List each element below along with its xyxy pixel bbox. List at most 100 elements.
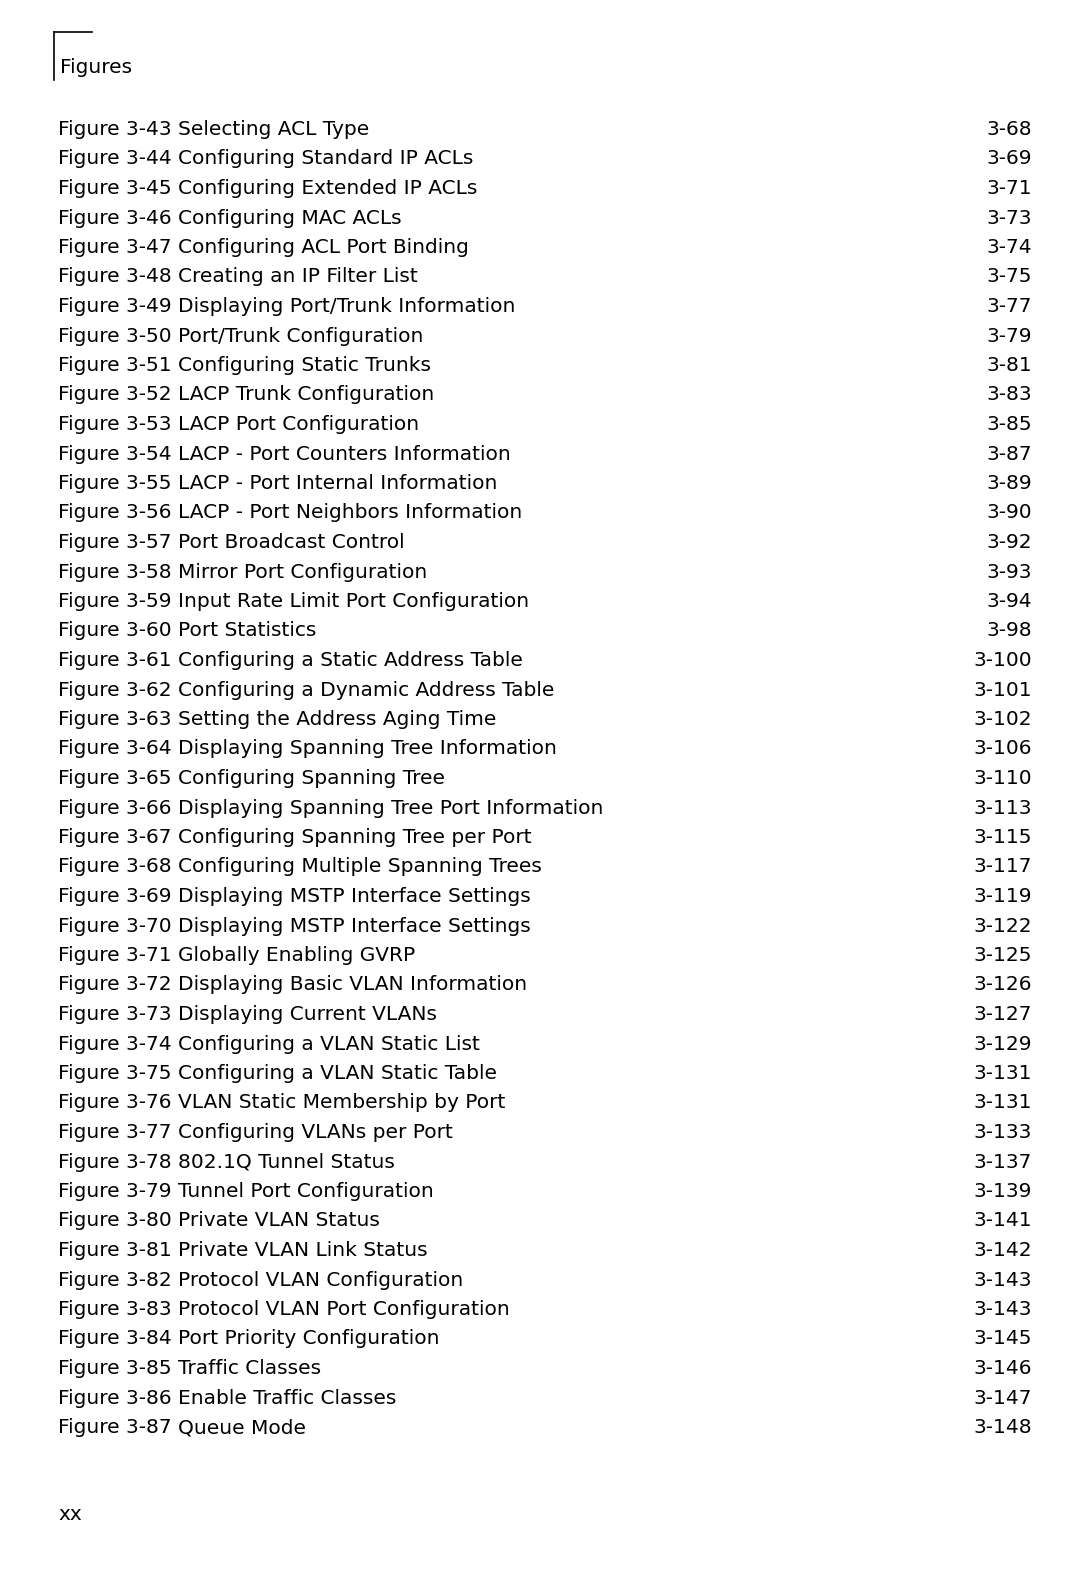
Text: 3-92: 3-92 — [986, 532, 1032, 553]
Text: Port/Trunk Configuration: Port/Trunk Configuration — [178, 327, 423, 345]
Text: LACP Trunk Configuration: LACP Trunk Configuration — [178, 386, 434, 405]
Text: 3-106: 3-106 — [973, 739, 1032, 758]
Text: Port Statistics: Port Statistics — [178, 622, 316, 641]
Text: Enable Traffic Classes: Enable Traffic Classes — [178, 1388, 396, 1407]
Text: Figure 3-51: Figure 3-51 — [58, 356, 172, 375]
Text: 3-143: 3-143 — [973, 1270, 1032, 1289]
Text: Configuring Multiple Spanning Trees: Configuring Multiple Spanning Trees — [178, 857, 542, 876]
Text: Protocol VLAN Port Configuration: Protocol VLAN Port Configuration — [178, 1300, 510, 1319]
Text: Figure 3-84: Figure 3-84 — [58, 1330, 172, 1349]
Text: Displaying Spanning Tree Information: Displaying Spanning Tree Information — [178, 739, 557, 758]
Text: 3-113: 3-113 — [973, 799, 1032, 818]
Text: 3-77: 3-77 — [986, 297, 1032, 316]
Text: 3-98: 3-98 — [986, 622, 1032, 641]
Text: Port Broadcast Control: Port Broadcast Control — [178, 532, 405, 553]
Text: LACP - Port Neighbors Information: LACP - Port Neighbors Information — [178, 504, 523, 523]
Text: Figure 3-46: Figure 3-46 — [58, 209, 172, 228]
Text: 3-74: 3-74 — [986, 239, 1032, 257]
Text: Traffic Classes: Traffic Classes — [178, 1360, 321, 1378]
Text: Figure 3-72: Figure 3-72 — [58, 975, 172, 994]
Text: Figure 3-87: Figure 3-87 — [58, 1418, 172, 1437]
Text: Figure 3-67: Figure 3-67 — [58, 827, 172, 846]
Text: Globally Enabling GVRP: Globally Enabling GVRP — [178, 947, 415, 966]
Text: Configuring Extended IP ACLs: Configuring Extended IP ACLs — [178, 179, 477, 198]
Text: Figure 3-80: Figure 3-80 — [58, 1212, 172, 1231]
Text: 3-93: 3-93 — [986, 562, 1032, 581]
Text: Figure 3-81: Figure 3-81 — [58, 1240, 172, 1261]
Text: Figure 3-43: Figure 3-43 — [58, 119, 172, 140]
Text: 3-83: 3-83 — [986, 386, 1032, 405]
Text: Figure 3-68: Figure 3-68 — [58, 857, 172, 876]
Text: Figure 3-71: Figure 3-71 — [58, 947, 172, 966]
Text: Setting the Address Aging Time: Setting the Address Aging Time — [178, 710, 497, 728]
Text: Figure 3-47: Figure 3-47 — [58, 239, 172, 257]
Text: 3-133: 3-133 — [974, 1123, 1032, 1141]
Text: Displaying MSTP Interface Settings: Displaying MSTP Interface Settings — [178, 917, 530, 936]
Text: Configuring a VLAN Static List: Configuring a VLAN Static List — [178, 1035, 480, 1053]
Text: Figure 3-61: Figure 3-61 — [58, 652, 172, 670]
Text: Displaying Spanning Tree Port Information: Displaying Spanning Tree Port Informatio… — [178, 799, 604, 818]
Text: Figure 3-66: Figure 3-66 — [58, 799, 172, 818]
Text: 3-87: 3-87 — [986, 444, 1032, 463]
Text: 3-117: 3-117 — [973, 857, 1032, 876]
Text: Figure 3-65: Figure 3-65 — [58, 769, 172, 788]
Text: 3-81: 3-81 — [986, 356, 1032, 375]
Text: 3-127: 3-127 — [973, 1005, 1032, 1024]
Text: Mirror Port Configuration: Mirror Port Configuration — [178, 562, 428, 581]
Text: Figure 3-56: Figure 3-56 — [58, 504, 172, 523]
Text: Figure 3-60: Figure 3-60 — [58, 622, 172, 641]
Text: VLAN Static Membership by Port: VLAN Static Membership by Port — [178, 1093, 505, 1113]
Text: 3-68: 3-68 — [986, 119, 1032, 140]
Text: Figure 3-86: Figure 3-86 — [58, 1388, 172, 1407]
Text: 3-71: 3-71 — [986, 179, 1032, 198]
Text: 3-129: 3-129 — [973, 1035, 1032, 1053]
Text: Configuring Spanning Tree per Port: Configuring Spanning Tree per Port — [178, 827, 531, 846]
Text: Configuring MAC ACLs: Configuring MAC ACLs — [178, 209, 402, 228]
Text: 3-145: 3-145 — [973, 1330, 1032, 1349]
Text: Configuring VLANs per Port: Configuring VLANs per Port — [178, 1123, 453, 1141]
Text: 3-90: 3-90 — [986, 504, 1032, 523]
Text: Configuring Spanning Tree: Configuring Spanning Tree — [178, 769, 445, 788]
Text: Private VLAN Status: Private VLAN Status — [178, 1212, 380, 1231]
Text: Figure 3-57: Figure 3-57 — [58, 532, 172, 553]
Text: 3-131: 3-131 — [973, 1093, 1032, 1113]
Text: Figure 3-85: Figure 3-85 — [58, 1360, 172, 1378]
Text: 3-94: 3-94 — [986, 592, 1032, 611]
Text: Figure 3-77: Figure 3-77 — [58, 1123, 172, 1141]
Text: Figure 3-78: Figure 3-78 — [58, 1152, 172, 1171]
Text: Input Rate Limit Port Configuration: Input Rate Limit Port Configuration — [178, 592, 529, 611]
Text: Figure 3-44: Figure 3-44 — [58, 149, 172, 168]
Text: 3-100: 3-100 — [973, 652, 1032, 670]
Text: Figure 3-83: Figure 3-83 — [58, 1300, 172, 1319]
Text: Tunnel Port Configuration: Tunnel Port Configuration — [178, 1182, 434, 1201]
Text: Figure 3-63: Figure 3-63 — [58, 710, 172, 728]
Text: 3-73: 3-73 — [986, 209, 1032, 228]
Text: 3-110: 3-110 — [973, 769, 1032, 788]
Text: Displaying Basic VLAN Information: Displaying Basic VLAN Information — [178, 975, 527, 994]
Text: Queue Mode: Queue Mode — [178, 1418, 306, 1437]
Text: 3-146: 3-146 — [973, 1360, 1032, 1378]
Text: Configuring ACL Port Binding: Configuring ACL Port Binding — [178, 239, 469, 257]
Text: Figure 3-62: Figure 3-62 — [58, 680, 172, 700]
Text: Creating an IP Filter List: Creating an IP Filter List — [178, 267, 418, 286]
Text: 3-137: 3-137 — [974, 1152, 1032, 1171]
Text: Figure 3-48: Figure 3-48 — [58, 267, 172, 286]
Text: Figure 3-52: Figure 3-52 — [58, 386, 172, 405]
Text: Private VLAN Link Status: Private VLAN Link Status — [178, 1240, 428, 1261]
Text: Figure 3-76: Figure 3-76 — [58, 1093, 172, 1113]
Text: 3-143: 3-143 — [973, 1300, 1032, 1319]
Text: Figure 3-69: Figure 3-69 — [58, 887, 172, 906]
Text: 3-102: 3-102 — [973, 710, 1032, 728]
Text: 3-122: 3-122 — [973, 917, 1032, 936]
Text: Displaying MSTP Interface Settings: Displaying MSTP Interface Settings — [178, 887, 530, 906]
Text: LACP - Port Internal Information: LACP - Port Internal Information — [178, 474, 498, 493]
Text: 3-69: 3-69 — [986, 149, 1032, 168]
Text: 3-119: 3-119 — [973, 887, 1032, 906]
Text: Displaying Port/Trunk Information: Displaying Port/Trunk Information — [178, 297, 515, 316]
Text: Figure 3-54: Figure 3-54 — [58, 444, 172, 463]
Text: Displaying Current VLANs: Displaying Current VLANs — [178, 1005, 437, 1024]
Text: 3-141: 3-141 — [973, 1212, 1032, 1231]
Text: 3-139: 3-139 — [974, 1182, 1032, 1201]
Text: 3-75: 3-75 — [986, 267, 1032, 286]
Text: Figure 3-55: Figure 3-55 — [58, 474, 172, 493]
